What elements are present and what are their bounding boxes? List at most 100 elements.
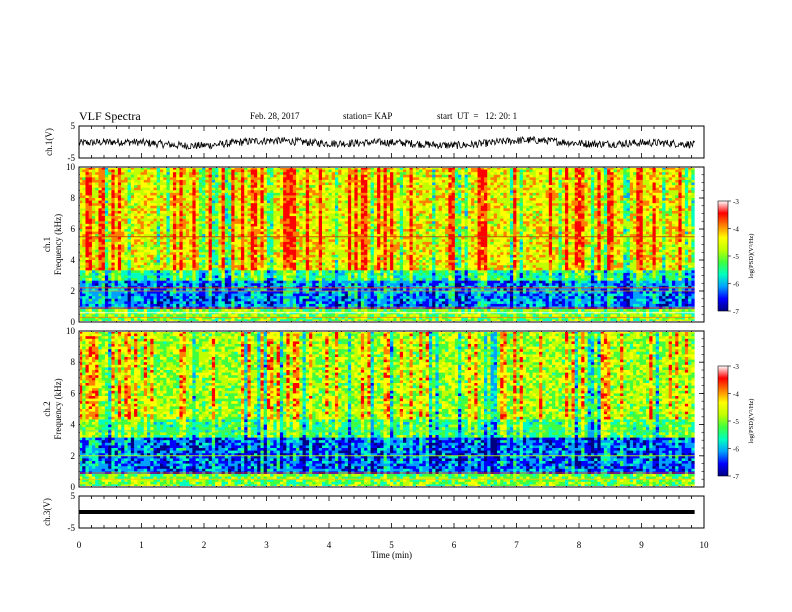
- spectrogram-cell: [85, 224, 89, 227]
- spectrogram-cell: [111, 273, 115, 276]
- spectrogram-cell: [98, 183, 102, 186]
- spectrogram-cell: [312, 195, 316, 198]
- spectrogram-cell: [192, 309, 196, 312]
- spectrogram-cell: [325, 278, 329, 281]
- spectrogram-cell: [173, 265, 177, 268]
- spectrogram-cell: [98, 242, 102, 245]
- spectrogram-cell: [179, 208, 183, 211]
- spectrogram-cell: [118, 201, 122, 204]
- spectrogram-cell: [286, 265, 290, 268]
- spectrogram-cell: [270, 309, 274, 312]
- spectrogram-cell: [241, 214, 245, 217]
- spectrogram-cell: [309, 294, 313, 297]
- spectrogram-cell: [325, 177, 329, 180]
- spectrogram-cell: [247, 198, 251, 201]
- y-tick-label: 5: [71, 121, 76, 131]
- spectrogram-cell: [328, 257, 332, 260]
- spectrogram-cell: [290, 283, 294, 286]
- spectrogram-cell: [196, 294, 200, 297]
- spectrogram-cell: [118, 232, 122, 235]
- spectrogram-cell: [241, 283, 245, 286]
- spectrogram-cell: [192, 229, 196, 232]
- spectrogram-cell: [192, 255, 196, 258]
- spectrogram-cell: [238, 198, 242, 201]
- spectrogram-cell: [179, 257, 183, 260]
- spectrogram-cell: [205, 309, 209, 312]
- spectrogram-cell: [186, 172, 190, 175]
- spectrogram-cell: [267, 180, 271, 183]
- spectrogram-cell: [150, 242, 154, 245]
- spectrogram-cell: [212, 239, 216, 242]
- spectrogram-cell: [312, 294, 316, 297]
- spectrogram-cell: [306, 291, 310, 294]
- spectrogram-cell: [166, 172, 170, 175]
- spectrogram-cell: [306, 278, 310, 281]
- spectrogram-cell: [186, 252, 190, 255]
- spectrogram-cell: [105, 296, 109, 299]
- spectrogram-cell: [260, 224, 264, 227]
- spectrogram-cell: [312, 242, 316, 245]
- spectrogram-cell: [131, 278, 135, 281]
- spectrogram-cell: [144, 208, 148, 211]
- spectrogram-cell: [228, 195, 232, 198]
- spectrogram-cell: [280, 299, 284, 302]
- spectrogram-cell: [225, 229, 229, 232]
- spectrogram-cell: [312, 188, 316, 191]
- spectrogram-cell: [118, 175, 122, 178]
- spectrogram-cell: [166, 273, 170, 276]
- spectrogram-cell: [199, 214, 203, 217]
- spectrogram-cell: [205, 255, 209, 258]
- spectrogram-cell: [134, 190, 138, 193]
- spectrogram-cell: [189, 216, 193, 219]
- spectrogram-cell: [328, 247, 332, 250]
- spectrogram-cell: [144, 185, 148, 188]
- spectrogram-cell: [235, 273, 239, 276]
- spectrogram-cell: [325, 304, 329, 307]
- spectrogram-cell: [231, 265, 235, 268]
- spectrogram-cell: [176, 242, 180, 245]
- spectrogram-cell: [254, 281, 258, 284]
- spectrogram-cell: [270, 203, 274, 206]
- spectrogram-cell: [79, 252, 83, 255]
- spectrogram-cell: [170, 301, 174, 304]
- spectrogram-cell: [231, 273, 235, 276]
- spectrogram-cell: [306, 221, 310, 224]
- spectrogram-cell: [290, 255, 294, 258]
- spectrogram-cell: [131, 177, 135, 180]
- spectrogram-cell: [121, 260, 125, 263]
- spectrogram-cell: [147, 185, 151, 188]
- spectrogram-cell: [89, 304, 93, 307]
- spectrogram-cell: [212, 314, 216, 317]
- spectrogram-cell: [89, 232, 93, 235]
- spectrogram-cell: [241, 281, 245, 284]
- spectrogram-cell: [277, 247, 281, 250]
- spectrogram-cell: [306, 195, 310, 198]
- spectrogram-cell: [215, 314, 219, 317]
- spectrogram-cell: [293, 255, 297, 258]
- spectrogram-cell: [111, 198, 115, 201]
- spectrogram-cell: [319, 255, 323, 258]
- spectrogram-cell: [124, 232, 128, 235]
- spectrogram-cell: [303, 208, 307, 211]
- spectrogram-cell: [277, 216, 281, 219]
- spectrogram-cell: [309, 214, 313, 217]
- spectrogram-cell: [92, 216, 96, 219]
- spectrogram-cell: [254, 294, 258, 297]
- spectrogram-cell: [303, 190, 307, 193]
- spectrogram-cell: [215, 270, 219, 273]
- spectrogram-cell: [209, 211, 213, 214]
- spectrogram-cell: [270, 242, 274, 245]
- spectrogram-cell: [124, 260, 128, 263]
- spectrogram-cell: [306, 198, 310, 201]
- spectrogram-cell: [124, 193, 128, 196]
- spectrogram-cell: [196, 214, 200, 217]
- spectrogram-cell: [283, 273, 287, 276]
- spectrogram-cell: [316, 208, 320, 211]
- spectrogram-cell: [205, 188, 209, 191]
- spectrogram-cell: [85, 226, 89, 229]
- spectrogram-cell: [215, 265, 219, 268]
- spectrogram-cell: [105, 203, 109, 206]
- spectrogram-cell: [189, 299, 193, 302]
- spectrogram-cell: [124, 276, 128, 279]
- spectrogram-cell: [199, 245, 203, 248]
